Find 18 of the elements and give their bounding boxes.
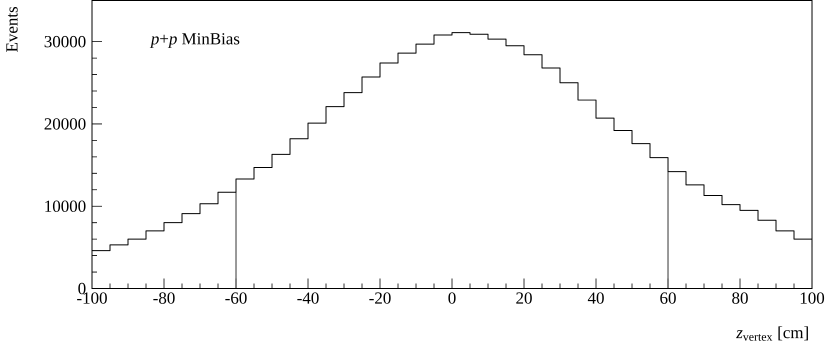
x-axis-title: z$_{vertex}$ [cm] (736, 326, 808, 341)
x-tick-label: 80 (732, 292, 748, 304)
x-tick-label: -20 (369, 292, 391, 304)
annotation: p+p MinBias (150, 32, 240, 48)
x-tick-label: -40 (297, 292, 319, 304)
y-tick-label: 10000 (45, 200, 86, 212)
x-tick-label: -100 (77, 292, 107, 304)
y-tick-label: 0 (78, 282, 86, 294)
y-tick-label: 20000 (44, 118, 86, 130)
x-tick-label: 40 (588, 292, 604, 304)
x-tick-label: 20 (516, 292, 532, 304)
y-axis-title: Events (6, 6, 18, 52)
x-tick-label: 0 (448, 292, 456, 304)
x-tick-label: -80 (153, 292, 175, 304)
x-tick-label: 60 (660, 292, 676, 304)
x-tick-label: 100 (800, 292, 824, 304)
y-tick-label: 30000 (44, 36, 86, 48)
x-tick-label: -60 (225, 292, 247, 304)
